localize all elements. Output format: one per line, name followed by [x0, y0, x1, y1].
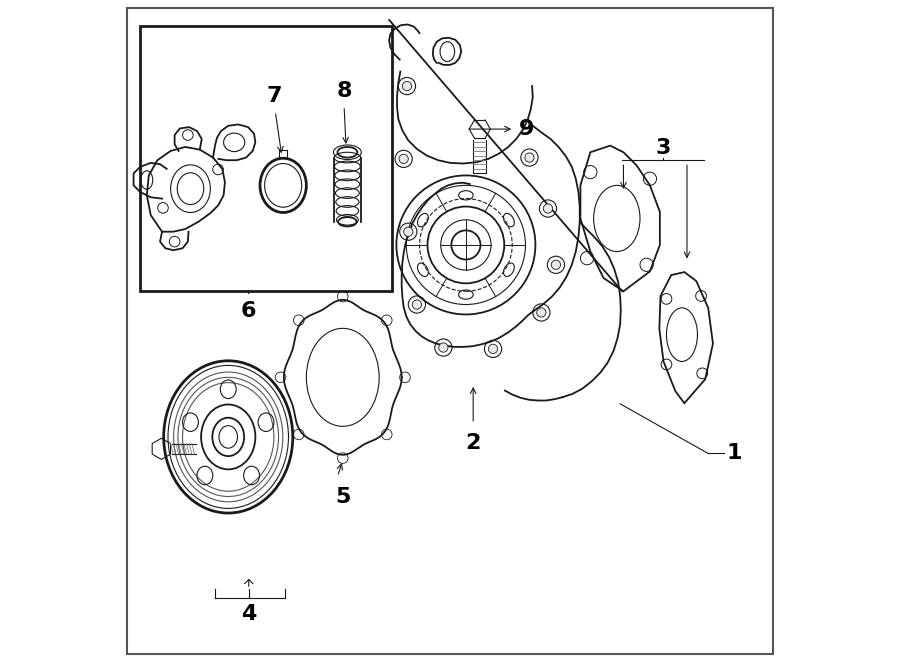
- Circle shape: [412, 300, 421, 309]
- Bar: [140, 26, 392, 291]
- Circle shape: [404, 227, 413, 236]
- Text: 9: 9: [518, 119, 535, 139]
- Circle shape: [525, 153, 534, 162]
- Text: 4: 4: [241, 604, 256, 624]
- Text: 2: 2: [465, 433, 481, 453]
- Circle shape: [399, 154, 409, 164]
- Text: 3: 3: [655, 138, 670, 158]
- Circle shape: [489, 344, 498, 354]
- Circle shape: [544, 204, 553, 213]
- Circle shape: [552, 260, 561, 269]
- Text: 6: 6: [240, 301, 256, 321]
- Text: 5: 5: [335, 487, 350, 506]
- Text: 8: 8: [337, 81, 352, 101]
- Circle shape: [402, 81, 411, 91]
- Text: 1: 1: [726, 444, 742, 463]
- Circle shape: [438, 343, 448, 352]
- Circle shape: [536, 308, 546, 317]
- Text: 7: 7: [266, 86, 282, 106]
